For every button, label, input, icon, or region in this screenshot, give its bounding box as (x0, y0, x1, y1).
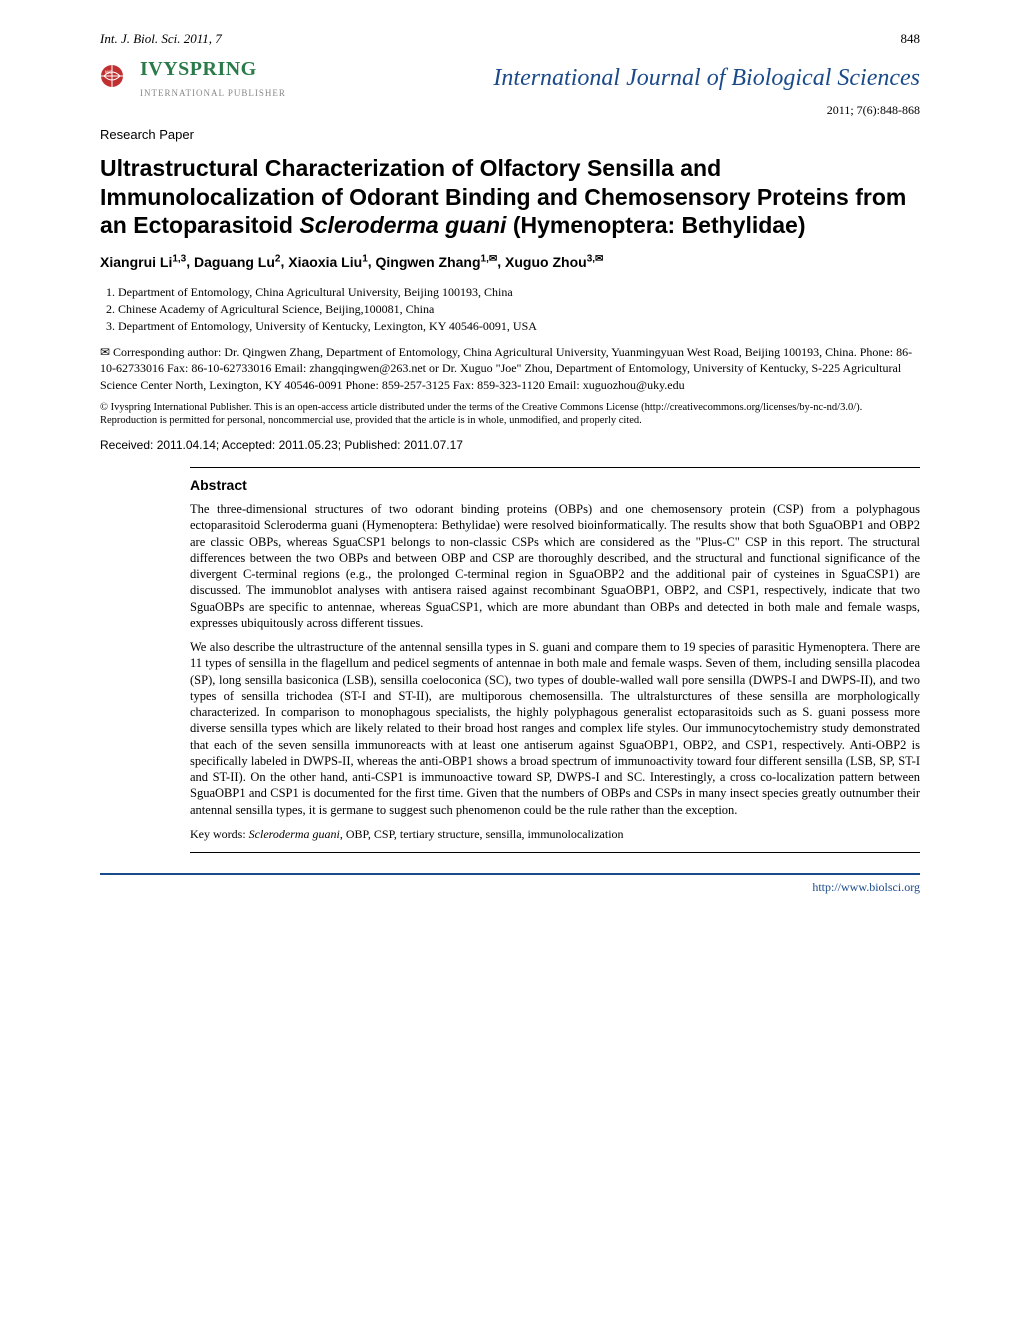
abstract-text: The three-dimensional structures of two … (190, 501, 920, 818)
author-name: Daguang Lu (194, 254, 275, 270)
abstract-heading: Abstract (190, 476, 920, 495)
author-sup: 1 (362, 253, 368, 264)
publication-dates: Received: 2011.04.14; Accepted: 2011.05.… (100, 437, 920, 453)
affiliation: Department of Entomology, China Agricult… (118, 284, 920, 300)
author-name: Qingwen Zhang (376, 254, 481, 270)
author-name: Xiangrui Li (100, 254, 172, 270)
author: Qingwen Zhang1,✉ (376, 254, 498, 270)
abstract-block: Abstract The three-dimensional structure… (190, 467, 920, 853)
journal-title: International Journal of Biological Scie… (493, 62, 920, 94)
corresponding-author: ✉ Corresponding author: Dr. Qingwen Zhan… (100, 344, 920, 393)
authors-line: Xiangrui Li1,3, Daguang Lu2, Xiaoxia Liu… (100, 252, 920, 272)
journal-reference: Int. J. Biol. Sci. 2011, 7 (100, 30, 222, 48)
logo-title-row: ws IVYSPRING INTERNATIONAL PUBLISHER Int… (100, 56, 920, 101)
page-header: Int. J. Biol. Sci. 2011, 7 848 (100, 30, 920, 48)
abstract-paragraph: We also describe the ultrastructure of t… (190, 639, 920, 818)
author: Xuguo Zhou3,✉ (505, 254, 603, 270)
page-number: 848 (901, 30, 921, 48)
publisher-subtitle: INTERNATIONAL PUBLISHER (140, 88, 286, 98)
publisher-name: IVYSPRING (140, 58, 257, 80)
author-sup: 1,3 (172, 253, 186, 264)
author-name: Xiaoxia Liu (288, 254, 362, 270)
author-sup: 2 (275, 253, 281, 264)
affiliation: Department of Entomology, University of … (118, 318, 920, 334)
author-name: Xuguo Zhou (505, 254, 587, 270)
publisher-logo: ws IVYSPRING INTERNATIONAL PUBLISHER (100, 56, 286, 101)
footer-url[interactable]: http://www.biolsci.org (100, 873, 920, 895)
keywords: Key words: Scleroderma guani, OBP, CSP, … (190, 826, 920, 842)
paper-type: Research Paper (100, 126, 920, 144)
author: Xiangrui Li1,3 (100, 254, 186, 270)
author-sup: 3,✉ (587, 253, 604, 264)
svg-text:ws: ws (104, 70, 112, 76)
article-title: Ultrastructural Characterization of Olfa… (100, 154, 920, 240)
abstract-paragraph: The three-dimensional structures of two … (190, 501, 920, 631)
author-sup: 1,✉ (481, 253, 498, 264)
affiliation: Chinese Academy of Agricultural Science,… (118, 301, 920, 317)
publisher-text-block: IVYSPRING INTERNATIONAL PUBLISHER (140, 56, 286, 101)
issue-info: 2011; 7(6):848-868 (100, 102, 920, 118)
copyright-notice: © Ivyspring International Publisher. Thi… (100, 401, 920, 427)
author: Daguang Lu2 (194, 254, 280, 270)
author: Xiaoxia Liu1 (288, 254, 367, 270)
affiliations-list: Department of Entomology, China Agricult… (100, 284, 920, 335)
globe-icon: ws (100, 63, 134, 94)
